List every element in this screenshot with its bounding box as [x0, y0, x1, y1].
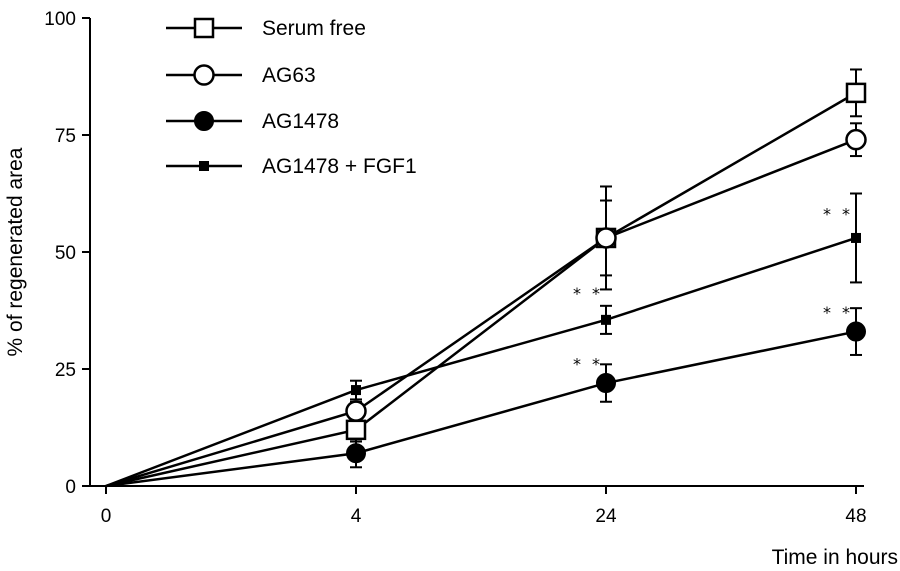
significance-marker: * *: [823, 205, 853, 224]
data-point: [845, 128, 867, 151]
y-ticks: 0 25 50 75 100: [44, 9, 90, 498]
legend-item-1: AG63: [166, 64, 316, 87]
data-point: [851, 232, 861, 243]
x-tick-label: 24: [595, 506, 617, 527]
series-line: [105, 91, 857, 488]
x-ticks: 0 4 24 48: [101, 486, 867, 527]
x-tick-label: 0: [101, 506, 112, 527]
data-point: [351, 385, 361, 396]
y-axis-title: % of regenerated area: [4, 147, 27, 356]
y-tick-label: 100: [44, 9, 76, 30]
legend-label: AG1478 + FGF1: [262, 155, 417, 178]
data-point: [345, 419, 367, 441]
y-tick-label: 75: [55, 126, 76, 147]
legend-marker: [194, 111, 214, 131]
x-axis-title: Time in hours: [772, 546, 898, 569]
data-point: [346, 443, 366, 464]
legend-marker: [193, 17, 215, 39]
significance-marker: * *: [573, 354, 603, 373]
significance-marker: * *: [573, 284, 603, 303]
series-layer: [105, 68, 867, 488]
legend-marker: [199, 161, 209, 171]
data-point: [345, 400, 367, 422]
y-tick-label: 0: [65, 477, 76, 498]
data-point: [595, 227, 617, 249]
data-point: [846, 321, 866, 342]
legend-label: AG1478: [262, 110, 339, 133]
legend-item-0: Serum free: [166, 17, 366, 40]
legend-item-2: AG1478: [166, 110, 339, 133]
data-point: [845, 82, 867, 104]
x-tick-label: 4: [351, 506, 362, 527]
series-0: [105, 68, 867, 488]
significance-marker: * *: [823, 303, 853, 322]
series-3: [105, 192, 862, 488]
data-point: [601, 314, 611, 325]
y-tick-label: 25: [55, 360, 76, 381]
significance-annotations: * * * * * * * *: [573, 205, 853, 374]
legend-item-3: AG1478 + FGF1: [166, 155, 417, 178]
series-line: [105, 138, 857, 488]
legend-label: Serum free: [262, 17, 366, 40]
legend-marker: [193, 64, 215, 86]
series-1: [105, 122, 867, 488]
series-line: [105, 236, 857, 488]
x-tick-label: 48: [845, 506, 866, 527]
y-tick-label: 50: [55, 243, 76, 264]
series-line: [105, 330, 857, 488]
axes: [89, 18, 864, 487]
legend-label: AG63: [262, 64, 316, 87]
legend: Serum free AG63 AG1478 AG1478 + FGF1: [166, 17, 417, 178]
series-2: [105, 307, 866, 488]
data-point: [596, 373, 616, 394]
